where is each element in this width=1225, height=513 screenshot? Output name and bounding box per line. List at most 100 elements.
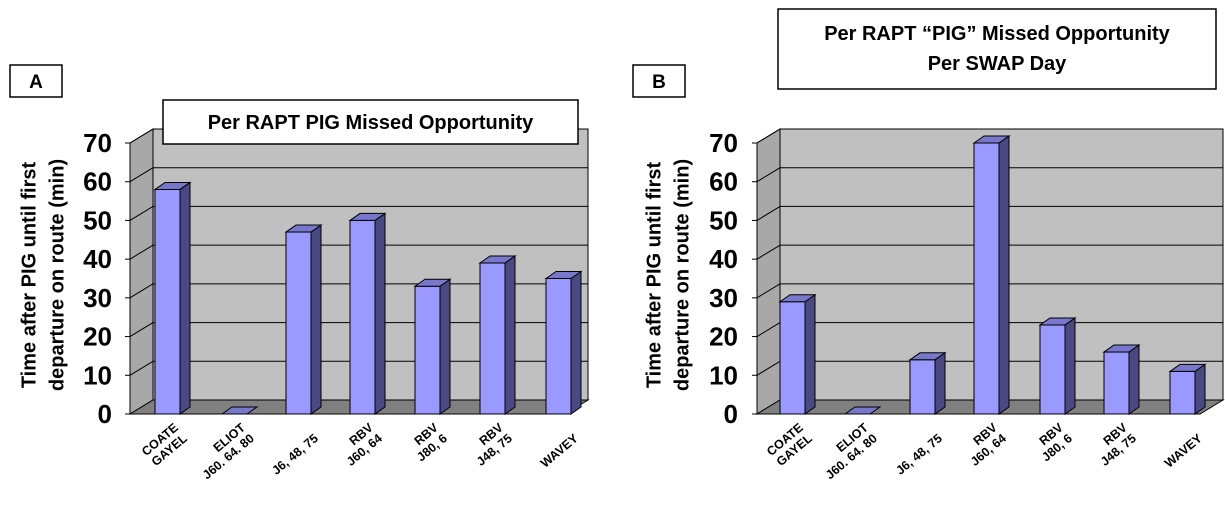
bar-top (413, 278, 452, 287)
y-tick-label: 20 (709, 322, 738, 352)
gridline-side (756, 322, 781, 337)
gridline-side (756, 283, 781, 299)
chart-title: Per RAPT “PIG” Missed Opportunity (824, 23, 1170, 45)
y-tick-label: 50 (83, 205, 112, 235)
y-tick-label: 30 (83, 283, 112, 313)
bar (544, 270, 583, 415)
bar-front (1103, 351, 1130, 415)
y-tick-label: 20 (83, 322, 112, 352)
bar-top (972, 135, 1011, 144)
bar-side (1128, 344, 1140, 415)
bar-top (1038, 317, 1077, 326)
bar (153, 181, 192, 415)
y-tick-label: 40 (709, 244, 738, 274)
bar-side (179, 181, 191, 415)
bar-top (1168, 363, 1207, 372)
bar-front (779, 301, 806, 415)
bar (1102, 344, 1141, 415)
bar-front (285, 231, 312, 415)
y-tick-label: 60 (709, 167, 738, 197)
y-tick-label: 70 (83, 128, 112, 158)
bar-front (1039, 324, 1066, 415)
gridline-side (129, 360, 154, 376)
y-axis-label: departure on route (min) (46, 159, 68, 391)
bar-top (478, 255, 517, 264)
gridline-side (129, 167, 154, 183)
chart-title: Per SWAP Day (928, 53, 1067, 75)
panel-label-box (632, 64, 686, 98)
bar-side (310, 224, 322, 415)
bar-side (374, 212, 386, 415)
bar-top (1102, 344, 1141, 353)
bar-side (1064, 316, 1076, 415)
bar (348, 212, 387, 415)
y-axis-label: Time after PIG until first (18, 161, 40, 388)
gridline-side (756, 128, 781, 144)
bar-front (479, 262, 506, 415)
panel-label: B (652, 72, 666, 93)
x-tick-label: WAVEY (1162, 431, 1205, 471)
bar-top (348, 212, 387, 221)
gridline-side (129, 283, 154, 299)
y-tick-label: 40 (83, 244, 112, 274)
x-tick-label-line: J6, 48, 75 (269, 431, 321, 477)
gridline-side (129, 128, 154, 144)
bar (284, 224, 323, 415)
y-tick-label: 70 (709, 128, 738, 158)
bar-side (504, 255, 516, 415)
gridline-side (756, 360, 781, 376)
x-tick-label-line: WAVEY (538, 431, 581, 471)
bar (1038, 316, 1077, 415)
bar-top (908, 352, 947, 361)
bar-front (909, 359, 936, 415)
bar-top (220, 406, 259, 415)
bar-top (544, 271, 583, 279)
bar (220, 406, 259, 415)
bar-front (154, 188, 181, 415)
chart-title-box (777, 8, 1217, 90)
bar-front (1169, 370, 1196, 415)
side-wall (756, 128, 781, 415)
bar-top (843, 406, 882, 415)
bar-top (778, 294, 817, 303)
y-tick-label: 30 (709, 283, 738, 313)
bar (478, 255, 517, 415)
y-tick-label: 60 (83, 167, 112, 197)
bar-front (349, 219, 376, 415)
gridline-side (129, 206, 154, 221)
y-axis-label: Time after PIG until first (643, 161, 665, 388)
bar-side (570, 270, 582, 415)
gridline-side (129, 322, 154, 337)
bar-front (414, 285, 441, 415)
y-axis-label: departure on route (min) (671, 159, 693, 391)
x-tick-label: J6, 48, 75 (269, 431, 321, 477)
gridline-side (756, 206, 781, 221)
x-tick-label-line: J6, 48, 75 (893, 431, 945, 477)
bar-top (284, 224, 323, 233)
bar-side (804, 293, 816, 415)
side-wall (129, 128, 154, 415)
panel-label: A (29, 72, 43, 93)
y-tick-label: 10 (709, 360, 738, 390)
bar-side (998, 135, 1010, 415)
bar (413, 278, 452, 415)
bar (843, 406, 882, 415)
bar-side (1194, 363, 1206, 415)
bar (1168, 363, 1207, 415)
bar-front (545, 278, 572, 415)
bar-side (439, 278, 451, 415)
x-tick-label-line: WAVEY (1162, 431, 1205, 471)
bar (908, 351, 947, 415)
x-tick-label: WAVEY (538, 431, 581, 471)
